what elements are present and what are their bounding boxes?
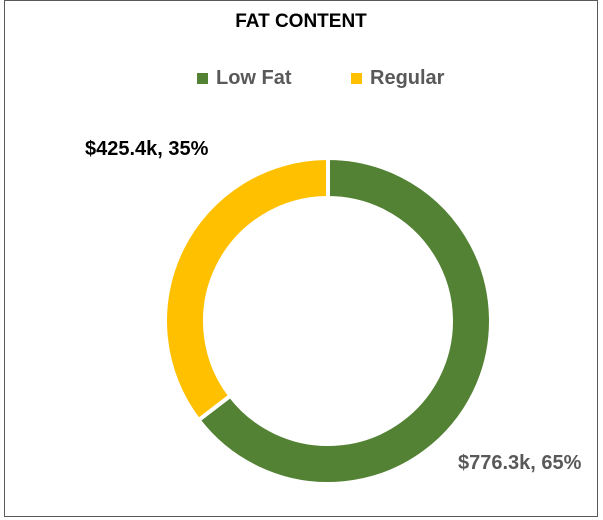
legend-item-regular: Regular: [351, 65, 444, 91]
legend-swatch-regular: [351, 72, 362, 84]
legend-swatch-low-fat: [197, 72, 208, 84]
legend-label-low-fat: Low Fat: [216, 66, 292, 89]
data-label-low-fat: $776.3k, 65%: [458, 452, 582, 474]
chart-legend: Low Fat Regular: [5, 65, 597, 91]
legend-item-low-fat: Low Fat: [197, 65, 292, 91]
donut-slice-low-fat: [195, 155, 493, 486]
donut-slice-regular: [163, 155, 330, 423]
legend-label-regular: Regular: [370, 66, 445, 89]
chart-title: FAT CONTENT: [235, 11, 367, 32]
data-label-regular: $425.4k, 35%: [85, 138, 209, 160]
chart-frame: FAT CONTENT Low Fat Regular: [4, 0, 598, 517]
